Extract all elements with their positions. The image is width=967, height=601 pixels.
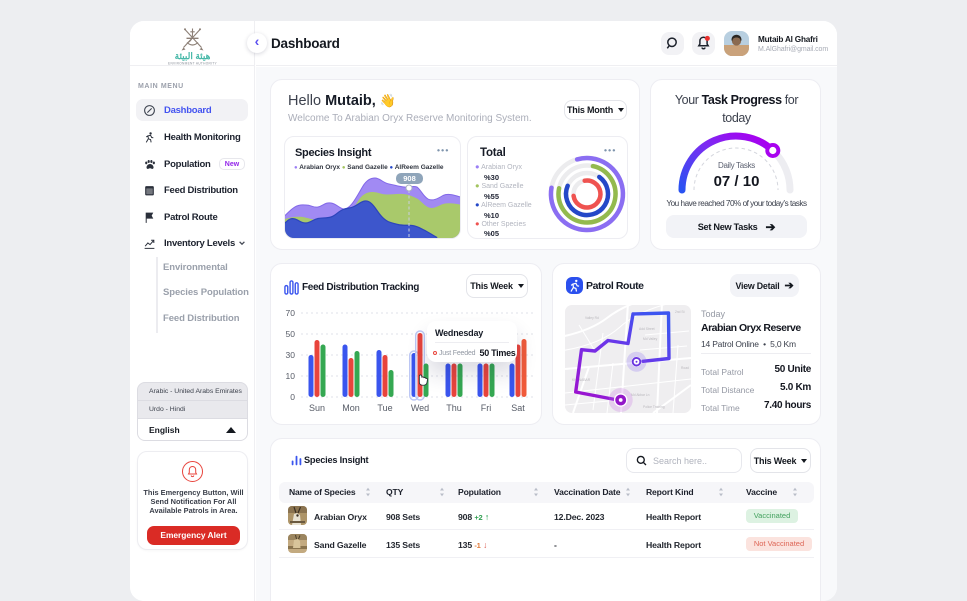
svg-text:Road: Road (681, 366, 689, 370)
svg-text:ENVIRONMENT AUTHORITY: ENVIRONMENT AUTHORITY (168, 62, 217, 66)
svg-text:30: 30 (286, 350, 296, 360)
svg-text:Police Training: Police Training (643, 405, 665, 409)
svg-text:Wed: Wed (411, 403, 429, 413)
svg-text:Md Akbar Ln: Md Akbar Ln (631, 393, 650, 397)
svg-text:Add Street: Add Street (639, 327, 655, 331)
svg-text:Valley Rd: Valley Rd (585, 316, 599, 320)
svg-text:70: 70 (286, 308, 296, 318)
svg-text:0: 0 (290, 392, 295, 402)
svg-text:Fri: Fri (481, 403, 492, 413)
svg-text:Sat: Sat (511, 403, 525, 413)
svg-text:هيئة البيئة: هيئة البيئة (175, 51, 211, 61)
svg-text:908: 908 (403, 174, 416, 183)
svg-text:Tue: Tue (377, 403, 392, 413)
svg-text:Thu: Thu (446, 403, 462, 413)
svg-text:Sun: Sun (309, 403, 325, 413)
svg-text:Md Valley: Md Valley (643, 337, 658, 341)
svg-text:Mon: Mon (342, 403, 360, 413)
svg-text:KHANABAR: KHANABAR (572, 378, 591, 382)
svg-text:10: 10 (286, 371, 296, 381)
svg-text:2nd St: 2nd St (675, 310, 685, 314)
svg-text:50: 50 (286, 329, 296, 339)
